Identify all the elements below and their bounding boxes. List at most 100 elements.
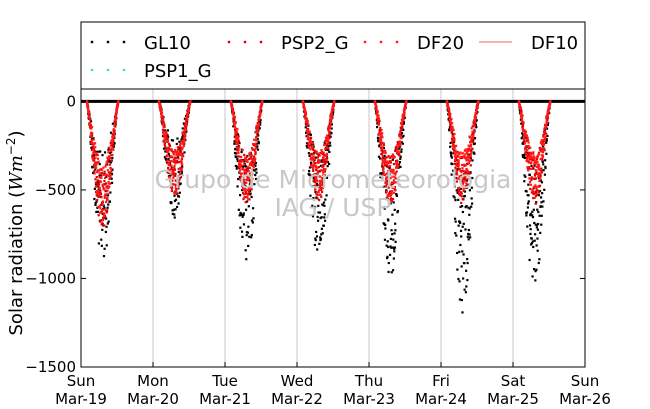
data-point <box>387 161 390 165</box>
data-point <box>525 151 528 154</box>
data-point <box>93 159 96 162</box>
data-point <box>317 166 321 169</box>
data-point <box>254 164 257 167</box>
data-point <box>250 183 253 186</box>
data-point <box>181 146 184 149</box>
data-point <box>541 192 544 195</box>
data-point <box>447 107 450 110</box>
data-point <box>177 148 180 151</box>
data-point <box>518 101 521 104</box>
data-point <box>390 200 394 203</box>
data-point <box>527 200 530 203</box>
data-point <box>402 114 405 117</box>
data-point <box>539 196 543 199</box>
data-point <box>317 161 320 164</box>
data-point <box>389 160 392 163</box>
data-point <box>315 177 318 181</box>
data-point <box>525 156 529 159</box>
y-tick-label: −500 <box>35 181 76 199</box>
data-point <box>244 165 247 168</box>
data-point <box>321 165 324 169</box>
data-point <box>303 106 306 109</box>
data-point <box>163 141 166 144</box>
data-point <box>398 183 401 186</box>
data-point <box>111 135 114 138</box>
data-point <box>91 132 94 135</box>
legend-label: GL10 <box>144 33 191 54</box>
data-point <box>519 107 522 110</box>
data-point <box>311 174 314 177</box>
data-point <box>536 160 539 164</box>
data-point <box>395 161 398 164</box>
data-point <box>456 150 459 153</box>
data-point <box>97 160 100 163</box>
data-point <box>167 157 170 161</box>
data-point <box>527 168 530 172</box>
data-point <box>240 230 244 233</box>
data-point <box>309 153 312 156</box>
data-point <box>94 168 97 171</box>
data-point <box>518 104 521 107</box>
data-point <box>531 275 534 278</box>
data-point <box>241 165 245 168</box>
data-point <box>167 149 170 152</box>
data-point <box>539 176 542 179</box>
data-point <box>257 122 261 125</box>
data-point <box>400 121 403 124</box>
data-point <box>531 188 534 191</box>
data-point <box>472 141 475 144</box>
data-point <box>251 168 254 171</box>
data-point <box>477 100 480 103</box>
data-point <box>525 153 528 156</box>
data-point <box>546 118 549 122</box>
legend-item-psp2-g: PSP2_G <box>227 33 349 54</box>
data-point <box>232 114 235 117</box>
data-point <box>518 109 521 112</box>
data-point <box>392 246 395 249</box>
data-point <box>388 177 391 180</box>
data-point <box>530 161 533 164</box>
data-point <box>531 240 534 243</box>
data-point <box>463 180 466 183</box>
data-point <box>547 110 550 113</box>
data-point <box>91 157 95 160</box>
data-point <box>182 122 185 125</box>
data-point <box>92 171 95 175</box>
data-point <box>453 217 457 220</box>
data-point <box>529 187 532 191</box>
data-point <box>457 277 460 281</box>
data-point <box>93 171 96 174</box>
data-point <box>323 141 326 144</box>
data-point <box>397 150 400 153</box>
data-point <box>98 176 101 179</box>
data-point <box>100 169 104 172</box>
data-point <box>326 127 330 130</box>
data-point <box>466 170 469 173</box>
data-point <box>92 152 95 155</box>
data-point <box>319 175 322 178</box>
data-point <box>526 151 529 154</box>
data-point <box>252 159 255 162</box>
data-point <box>256 131 260 134</box>
data-point <box>178 160 181 164</box>
data-point <box>451 141 454 144</box>
data-point <box>456 160 460 164</box>
data-point <box>306 128 309 132</box>
data-point <box>110 181 114 184</box>
data-point <box>247 169 250 173</box>
data-point <box>253 161 256 164</box>
data-point <box>168 156 171 159</box>
data-point <box>238 170 241 173</box>
data-point <box>173 192 177 195</box>
data-point <box>246 200 249 203</box>
data-point <box>93 142 97 145</box>
data-point <box>98 220 102 223</box>
data-point <box>464 291 467 294</box>
data-point <box>321 203 325 207</box>
data-point <box>178 177 182 180</box>
data-point <box>475 119 478 122</box>
data-point <box>533 164 536 167</box>
data-point <box>92 148 95 152</box>
data-point <box>527 154 530 157</box>
data-point <box>166 136 169 139</box>
